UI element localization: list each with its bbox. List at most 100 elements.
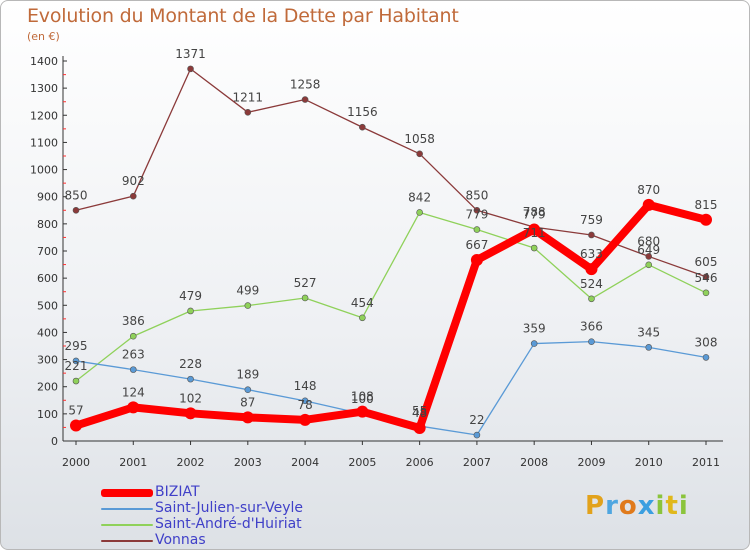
data-label: 842 xyxy=(408,190,431,204)
chart-title: Evolution du Montant de la Dette par Hab… xyxy=(27,5,459,27)
data-label: 454 xyxy=(351,296,374,310)
data-point xyxy=(127,401,140,414)
legend-label: Vonnas xyxy=(155,532,206,548)
data-label: 815 xyxy=(695,198,718,212)
data-label: 779 xyxy=(465,208,488,222)
y-tick-label: 300 xyxy=(37,354,58,367)
data-point xyxy=(244,109,252,116)
x-tick-label: 2003 xyxy=(234,456,262,469)
data-label: 524 xyxy=(580,277,603,291)
data-label: 499 xyxy=(236,284,259,298)
legend-item: BIZIAT xyxy=(101,484,361,501)
y-tick-label: 800 xyxy=(37,218,58,231)
data-point xyxy=(301,96,309,103)
data-point xyxy=(645,344,653,351)
data-point xyxy=(301,397,309,405)
data-label: 667 xyxy=(465,238,488,252)
legend-item: Saint-André-d'Huiriat xyxy=(101,516,361,533)
x-tick-label: 2000 xyxy=(62,456,90,469)
data-point xyxy=(530,244,538,252)
x-tick-label: 2007 xyxy=(463,456,491,469)
legend-label: Saint-André-d'Huiriat xyxy=(155,516,302,532)
y-tick-label: 0 xyxy=(51,435,58,448)
y-tick-label: 600 xyxy=(37,272,58,285)
data-point xyxy=(72,206,80,214)
data-point xyxy=(588,338,595,345)
data-point xyxy=(413,421,426,434)
logo-letter: x xyxy=(637,491,656,521)
x-tick-label: 2011 xyxy=(692,456,720,469)
data-label: 87 xyxy=(240,395,255,409)
data-label: 295 xyxy=(65,339,88,353)
data-point xyxy=(473,226,481,233)
data-label: 633 xyxy=(580,247,603,261)
data-label: 263 xyxy=(122,348,145,362)
y-tick-label: 700 xyxy=(37,245,58,258)
data-point xyxy=(129,332,137,340)
data-point xyxy=(702,354,710,361)
data-point xyxy=(416,209,423,216)
data-label: 759 xyxy=(580,213,603,227)
y-tick-label: 200 xyxy=(37,381,58,394)
data-point xyxy=(473,206,481,214)
data-label: 788 xyxy=(523,205,546,219)
x-tick-label: 2005 xyxy=(348,456,376,469)
data-label: 850 xyxy=(465,188,488,202)
data-point xyxy=(241,411,254,424)
data-label: 902 xyxy=(122,174,145,188)
data-point xyxy=(642,198,655,211)
data-point xyxy=(301,294,309,302)
data-label: 345 xyxy=(637,325,660,339)
data-labels-layer: 57 124 102 87 78 108 48 667 779 633 870 815 295 263 22… xyxy=(65,47,718,427)
x-tick-label: 2010 xyxy=(635,456,663,469)
data-point xyxy=(359,123,366,131)
data-label: 148 xyxy=(294,379,317,393)
data-label: 605 xyxy=(695,255,718,269)
y-tick-label: 400 xyxy=(37,326,58,339)
data-point xyxy=(530,340,538,347)
logo-letter: i xyxy=(655,491,666,521)
x-tick-label: 2001 xyxy=(119,456,147,469)
data-point xyxy=(72,357,80,365)
data-point xyxy=(187,65,194,73)
data-point xyxy=(585,263,598,276)
legend-swatch xyxy=(101,508,153,510)
series-layer xyxy=(70,65,712,439)
data-point xyxy=(244,386,252,394)
data-label: 366 xyxy=(580,320,603,334)
data-label: 359 xyxy=(523,322,546,336)
data-point xyxy=(244,302,252,309)
data-label: 78 xyxy=(297,398,312,412)
data-point xyxy=(645,253,653,260)
data-label: 527 xyxy=(294,276,317,290)
chart-unit: (en €) xyxy=(27,30,60,43)
data-label: 228 xyxy=(179,357,202,371)
data-point xyxy=(129,192,137,200)
data-point xyxy=(184,407,197,420)
legend-swatch xyxy=(101,540,153,542)
data-label: 1371 xyxy=(175,47,206,61)
data-point xyxy=(702,273,710,281)
logo-letter: i xyxy=(678,491,689,521)
legend-swatch xyxy=(101,489,153,497)
y-tick-label: 1400 xyxy=(30,55,58,68)
y-tick-label: 900 xyxy=(37,191,58,204)
data-label: 1211 xyxy=(233,90,264,104)
data-label: 779 xyxy=(523,208,546,222)
data-label: 102 xyxy=(179,391,202,405)
data-label: 124 xyxy=(122,385,145,399)
data-point xyxy=(702,289,710,297)
data-point xyxy=(129,366,137,373)
legend-item: Vonnas xyxy=(101,532,361,549)
data-label: 1156 xyxy=(347,105,378,119)
data-label: 546 xyxy=(695,271,718,285)
data-label: 680 xyxy=(637,234,660,248)
data-label: 1058 xyxy=(404,132,435,146)
y-tick-label: 1100 xyxy=(30,136,58,149)
series-line-0 xyxy=(72,200,710,432)
y-tick-label: 1200 xyxy=(30,109,58,122)
data-label: 850 xyxy=(65,188,88,202)
logo-letter: P xyxy=(585,491,606,521)
